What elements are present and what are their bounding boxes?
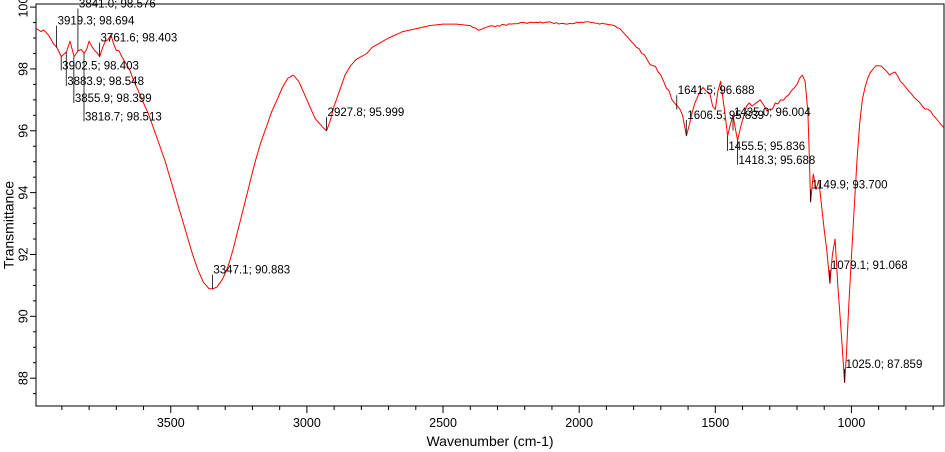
- spectrum-line: [35, 21, 945, 383]
- peak-label: 3883.9; 98.548: [67, 76, 144, 88]
- peak-label: 3902.5; 98.403: [62, 60, 139, 72]
- peak-label: 1079.1; 91.068: [831, 260, 908, 272]
- peak-label: 1606.5; 95.839: [687, 110, 764, 122]
- x-tick-label: 1500: [701, 416, 729, 430]
- x-tick-label: 1000: [838, 416, 866, 430]
- x-axis: 3500 3000 2500 2000 1500 1000: [61, 406, 934, 430]
- y-tick-label: 92: [16, 247, 30, 261]
- y-tick-label: 96: [16, 124, 30, 138]
- peak-label: 1149.9; 93.700: [812, 180, 888, 192]
- peak-label: 3761.6; 98.403: [101, 33, 178, 45]
- plot-frame: [35, 3, 945, 407]
- y-tick-label: 94: [16, 186, 30, 200]
- y-axis: 88 90 92 94 96 98 100: [16, 0, 36, 395]
- peak-label: 3841.0; 98.576: [79, 0, 156, 11]
- series-layer: [35, 21, 945, 383]
- peak-label: 3347.1; 90.883: [213, 265, 290, 277]
- y-tick-label: 88: [16, 371, 30, 385]
- peak-label: 2927.8; 95.999: [328, 107, 405, 119]
- y-axis-title: Transmittance: [1, 181, 17, 269]
- peak-label: 3855.9; 98.399: [75, 93, 152, 105]
- y-tick-label: 100: [16, 0, 30, 18]
- x-axis-title: Wavenumber (cm-1): [426, 433, 553, 449]
- peak-label: 1455.5; 95.836: [728, 141, 805, 153]
- peak-label: 1641.5; 96.688: [678, 85, 755, 97]
- peak-label: 3818.7; 98.513: [85, 112, 162, 124]
- y-tick-label: 98: [16, 62, 30, 76]
- peak-label: 1025.0; 87.859: [846, 359, 923, 371]
- plot-border: [35, 3, 945, 407]
- peak-label: 3919.3; 98.694: [58, 16, 135, 28]
- x-tick-label: 2000: [565, 416, 593, 430]
- y-tick-label: 90: [16, 309, 30, 323]
- annotation-layer: 3919.3; 98.694 3841.0; 98.576 3761.6; 98.4…: [56, 0, 923, 383]
- x-tick-label: 3000: [293, 416, 321, 430]
- peak-label: 1418.3; 95.688: [739, 155, 816, 167]
- peak-label: 1435.0; 96.004: [734, 107, 811, 119]
- x-tick-label: 2500: [429, 416, 457, 430]
- x-tick-label: 3500: [157, 416, 185, 430]
